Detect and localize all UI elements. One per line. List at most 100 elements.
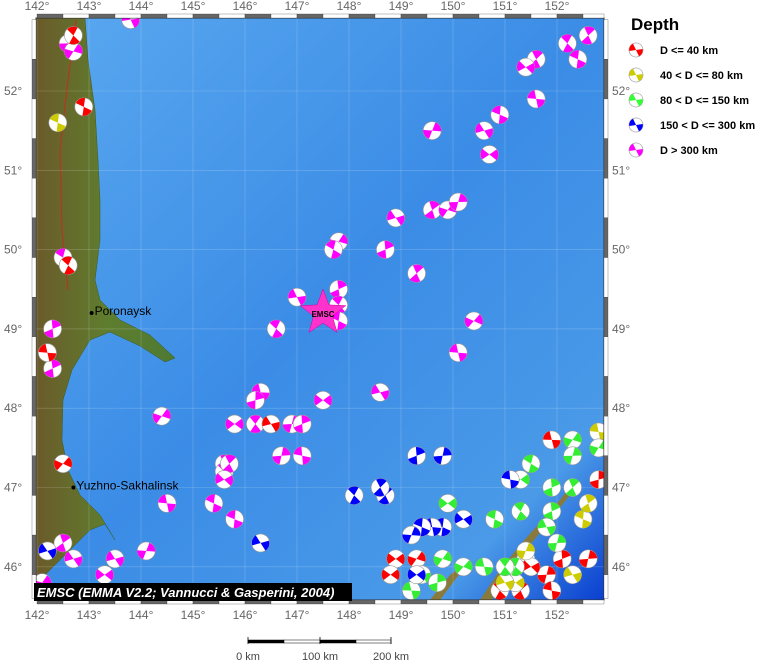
beachball-red: [521, 557, 541, 577]
longitude-label: 144°: [129, 0, 154, 13]
beachball-magenta: [152, 406, 172, 426]
beachball-magenta: [376, 240, 395, 259]
beachball-blue: [38, 541, 57, 561]
longitude-label: 150°: [441, 0, 466, 13]
beachball-magenta: [272, 446, 291, 466]
frame-segment: [270, 13, 298, 19]
beachball-magenta: [370, 383, 390, 402]
frame-segment: [603, 98, 609, 139]
latitude-label: 46°: [612, 560, 630, 574]
frame-segment: [31, 376, 37, 417]
axis-labels: 142° 142° 143° 143° 144° 144° 145° 145° 146° 146°…: [4, 0, 630, 622]
beachball-yellow: [578, 494, 598, 513]
frame-segment: [114, 13, 142, 19]
beachball-magenta: [490, 105, 510, 125]
frame-segment: [603, 534, 609, 575]
frame-segment: [504, 13, 532, 19]
beachball-magenta: [480, 145, 499, 164]
beachball-magenta: [526, 89, 546, 109]
beachball-green: [402, 581, 421, 600]
beachball-magenta: [136, 541, 156, 561]
beachball-green: [454, 557, 473, 577]
frame-segment: [452, 13, 480, 19]
beachball-magenta: [386, 208, 406, 228]
longitude-label: 142°: [25, 0, 50, 13]
beachball-magenta: [313, 390, 333, 410]
beachball-red: [74, 97, 94, 117]
beachball-magenta: [266, 319, 286, 339]
beachball-magenta: [105, 549, 125, 569]
beachball-red: [381, 565, 400, 585]
beachball-red: [578, 549, 598, 569]
frame-segment: [530, 13, 558, 19]
beachball-green: [589, 438, 604, 458]
beachball-green: [428, 573, 447, 592]
longitude-label: 145°: [181, 0, 206, 13]
legend-beachball-icon: [628, 117, 644, 133]
longitude-label: 144°: [129, 608, 154, 622]
beachball-magenta: [407, 264, 426, 283]
frame-segment: [31, 138, 37, 179]
beachball-magenta: [246, 414, 265, 434]
legend-beachball-icon: [628, 42, 644, 58]
frame-segment: [603, 217, 609, 258]
longitude-label: 152°: [545, 608, 570, 622]
frame-segment: [31, 59, 37, 100]
latitude-label: 48°: [4, 401, 22, 415]
frame-segment: [452, 599, 480, 605]
frame-segment: [244, 13, 272, 19]
frame-segment: [31, 455, 37, 496]
beachball-magenta: [43, 319, 62, 339]
frame-segment: [603, 19, 609, 60]
legend-item-label: D <= 40 km: [660, 45, 718, 57]
frame-segment: [374, 13, 402, 19]
latitude-label: 47°: [4, 481, 22, 495]
beachball-red: [64, 26, 83, 45]
beachball-magenta: [568, 49, 588, 69]
beachball-magenta: [246, 390, 265, 410]
frame-segment: [603, 415, 609, 456]
latitude-label: 51°: [4, 163, 22, 177]
beachball-magenta: [292, 414, 312, 434]
longitude-label: 142°: [25, 608, 50, 622]
legend-title: Depth: [631, 15, 679, 34]
beachball-blue: [344, 486, 364, 505]
frame-segment: [603, 495, 609, 536]
beachball-blue: [370, 478, 390, 497]
beachball-magenta: [464, 311, 484, 331]
latitude-label: 52°: [612, 84, 630, 98]
frame-segment: [400, 599, 428, 605]
frame-segment: [31, 257, 37, 298]
beachball-magenta: [214, 470, 234, 489]
longitude-label: 151°: [493, 0, 518, 13]
beachball-blue: [251, 533, 270, 553]
beachball-red: [386, 549, 406, 569]
frame-segment: [36, 13, 64, 19]
scale-label: 200 km: [373, 651, 409, 661]
beachball-magenta: [43, 359, 62, 378]
beachball-yellow: [573, 509, 593, 529]
longitude-label: 143°: [77, 0, 102, 13]
beachball-magenta: [225, 509, 244, 529]
beachball-yellow: [563, 565, 582, 585]
longitude-label: 147°: [285, 0, 310, 13]
frame-segment: [192, 13, 220, 19]
scale-segment: [355, 639, 392, 644]
beachball-magenta: [292, 446, 312, 466]
beachball-magenta: [220, 454, 239, 474]
frame-segment: [603, 138, 609, 179]
scale-label: 0 km: [236, 651, 260, 661]
beachball-magenta: [448, 192, 468, 212]
frame-segment: [31, 534, 37, 575]
beachball-green: [563, 478, 582, 497]
frame-segment: [556, 599, 584, 605]
frame-segment: [218, 13, 246, 19]
beachball-green: [547, 533, 567, 553]
beachball-red: [58, 256, 78, 275]
credit-text: EMSC (EMMA V2.2; Vannucci & Gasperini, 2…: [37, 585, 334, 600]
legend-item-label: 80 < D <= 150 km: [660, 95, 749, 107]
map-frame: [31, 13, 609, 605]
frame-segment: [400, 13, 428, 19]
frame-segment: [296, 13, 324, 19]
